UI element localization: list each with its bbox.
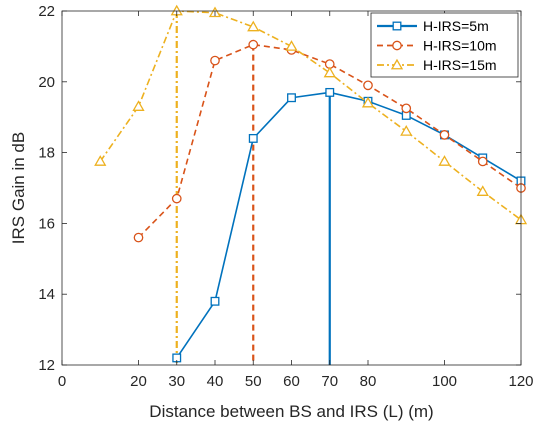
series-1-marker [210,296,220,306]
series-2-marker [248,39,259,50]
series-2-marker [171,193,182,204]
x-tick-label: 20 [130,373,147,390]
x-tick-label: 40 [207,373,224,390]
series-line-1 [176,91,522,359]
y-axis-title: IRS Gain in dB [9,132,28,244]
series-3-marker [361,96,375,108]
series-2-marker [477,156,488,167]
series-3-marker [438,155,451,166]
series-1-marker [248,133,258,143]
series-3-marker [323,66,336,78]
legend: H-IRS=5m H-IRS=10m H-IRS=15m [370,12,519,78]
series-3-marker [476,185,489,196]
y-tick-label: 20 [38,74,55,91]
series-3-marker [400,125,413,136]
series-2-marker [363,80,373,91]
series-1-marker [287,93,296,103]
x-tick-label: 50 [245,373,262,390]
x-tick-label: 30 [168,373,185,390]
x-tick-label: 80 [360,373,377,390]
legend-label-2: H-IRS=10m [423,38,497,54]
series-2-marker [210,55,220,66]
x-tick-label: 60 [283,373,300,390]
legend-label-3: H-IRS=15m [423,57,497,73]
x-tick-label: 70 [321,373,338,390]
x-tick-label: 100 [432,373,457,390]
y-tick-label: 22 [38,3,55,20]
series-3-marker [132,100,145,111]
y-tick-label: 18 [38,145,55,162]
series-3-marker [285,40,298,51]
series-line-2 [137,43,522,239]
legend-marker-1 [392,21,402,31]
series-3-marker [94,155,107,166]
series-2-marker [401,103,412,114]
legend-marker-3 [390,58,404,70]
legend-marker-2 [392,40,402,51]
series-2-marker [133,232,144,243]
series-3-marker [247,20,260,32]
x-tick-label: 120 [508,373,533,390]
y-tick-label: 12 [38,357,55,374]
x-axis-title: Distance between BS and IRS (L) (m) [149,402,433,421]
series-2-marker [439,130,450,140]
axes: 0 20 30 40 50 60 70 80 100 120 12 14 16 18 20 22 [38,3,533,390]
y-tick-label: 14 [38,286,55,303]
x-tick-label: 0 [58,373,66,390]
series-line-3 [99,10,522,221]
series-1-marker [325,87,335,97]
legend-label-1: H-IRS=5m [423,18,489,34]
y-tick-label: 16 [38,215,55,232]
